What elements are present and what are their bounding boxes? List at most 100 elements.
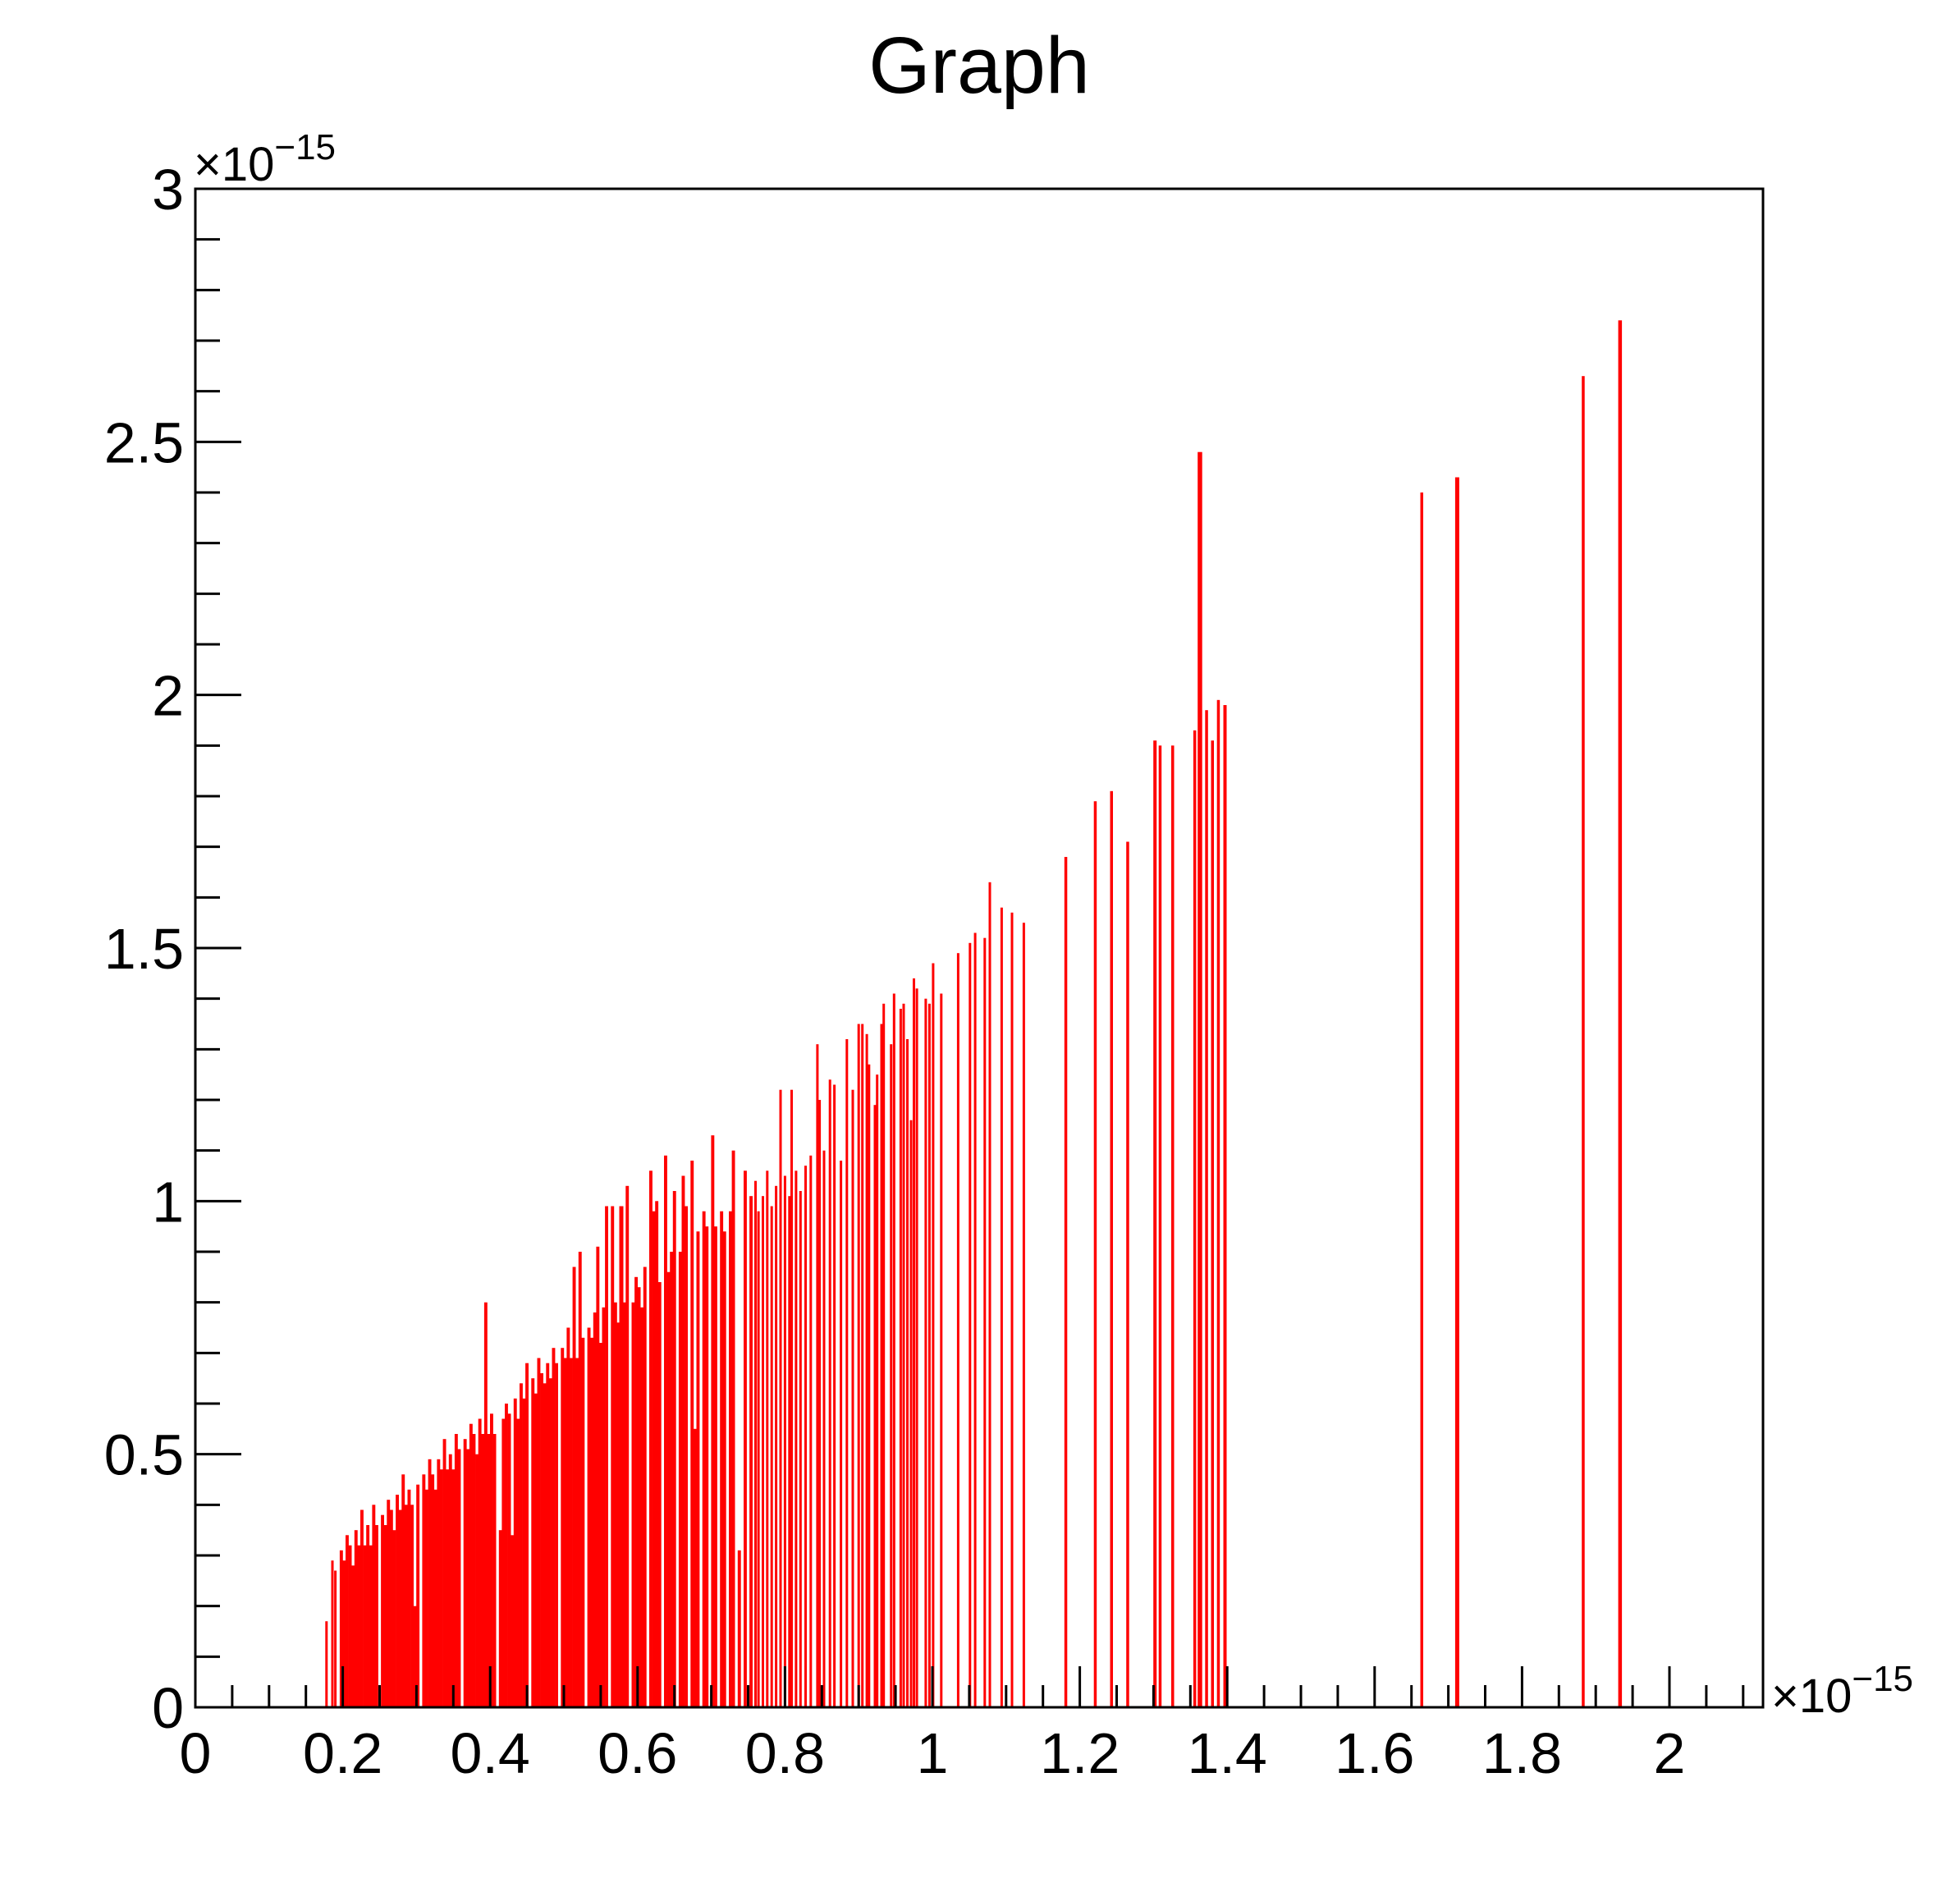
y-tick-label: 1.5 — [104, 917, 184, 981]
data-bar — [913, 978, 915, 1707]
data-bar — [561, 1348, 565, 1707]
data-bar — [372, 1505, 376, 1707]
data-bar — [770, 1206, 773, 1707]
data-bar — [566, 1327, 570, 1707]
data-bar — [398, 1509, 402, 1707]
data-bar — [381, 1514, 384, 1707]
data-bar — [809, 1155, 813, 1707]
data-bar — [762, 1196, 764, 1707]
data-bar — [520, 1383, 523, 1707]
x-tick-label: 1.4 — [1188, 1721, 1267, 1785]
data-bar — [1205, 710, 1208, 1708]
data-bar — [472, 1434, 476, 1707]
x-tick-label: 0.2 — [303, 1721, 382, 1785]
data-bar — [392, 1530, 396, 1707]
axis-labels: 0 0.2 0.4 0.6 0.8 1 1.2 1.4 1.6 1.8 2 0 0.5 1 1.5 2 2.5 3… — [104, 127, 1913, 1785]
data-bar — [507, 1413, 511, 1707]
data-bar — [413, 1606, 417, 1707]
data-bar — [1126, 841, 1129, 1707]
data-bar — [446, 1469, 450, 1707]
data-bar — [664, 1155, 667, 1707]
data-bar — [346, 1535, 349, 1707]
data-bar — [466, 1449, 470, 1707]
data-bar — [915, 988, 918, 1707]
data-bar — [540, 1373, 543, 1707]
data-bar — [795, 1170, 798, 1707]
data-bar — [788, 1196, 791, 1707]
data-bar — [457, 1449, 461, 1707]
data-bar — [596, 1246, 600, 1707]
data-bar — [880, 1024, 883, 1707]
data-bar — [1216, 699, 1220, 1707]
data-bar — [334, 1570, 337, 1707]
data-bar — [861, 1024, 864, 1707]
x-tick-label: 0.4 — [451, 1721, 530, 1785]
y-tick-label: 0.5 — [104, 1423, 184, 1487]
data-bar — [548, 1378, 552, 1707]
data-bar — [613, 1302, 617, 1707]
data-bar — [490, 1413, 493, 1707]
data-bar — [749, 1196, 753, 1707]
data-bar — [1582, 376, 1585, 1708]
data-bar — [498, 1530, 502, 1707]
data-bar — [563, 1358, 567, 1707]
data-bar — [407, 1489, 411, 1707]
data-bar — [440, 1469, 443, 1707]
data-bar — [640, 1307, 644, 1707]
data-bar — [422, 1474, 426, 1707]
data-bar — [383, 1525, 387, 1707]
data-bar — [940, 993, 943, 1707]
x-tick-label: 0.8 — [745, 1721, 825, 1785]
data-bar — [649, 1170, 653, 1707]
data-bar — [366, 1525, 370, 1707]
data-bar — [587, 1327, 591, 1707]
data-bar — [892, 993, 895, 1707]
data-bar — [906, 1039, 909, 1707]
x-tick-label: 0.6 — [598, 1721, 677, 1785]
data-bar — [729, 1211, 732, 1707]
data-bar — [1158, 745, 1162, 1707]
x-tick-label: 0 — [180, 1721, 212, 1785]
data-bar — [899, 1009, 902, 1707]
data-bar — [590, 1337, 594, 1707]
data-bar — [481, 1434, 485, 1707]
data-bar — [401, 1474, 405, 1707]
data-bar — [711, 1135, 715, 1707]
data-bar — [342, 1560, 346, 1707]
data-bar — [902, 1003, 905, 1707]
data-bar — [593, 1312, 597, 1707]
data-bar — [666, 1271, 671, 1707]
data-bar — [828, 1079, 831, 1707]
data-bar — [690, 1161, 694, 1707]
data-bar — [714, 1226, 717, 1707]
data-bar — [581, 1337, 585, 1707]
data-bar — [525, 1363, 529, 1707]
data-bar — [534, 1393, 538, 1707]
data-bar — [804, 1166, 807, 1707]
data-bar — [1093, 801, 1097, 1708]
data-bar — [331, 1560, 334, 1707]
data-bar — [657, 1282, 662, 1707]
x-tick-label: 1.8 — [1482, 1721, 1562, 1785]
data-bar — [348, 1545, 352, 1707]
data-bar — [363, 1545, 367, 1707]
data-bar — [360, 1509, 364, 1707]
data-bar — [552, 1348, 556, 1707]
data-bar — [670, 1252, 674, 1707]
data-bar — [702, 1211, 706, 1707]
data-bar — [845, 1039, 849, 1707]
data-bar — [555, 1363, 558, 1707]
data-bar — [720, 1211, 724, 1707]
data-bar — [737, 1550, 741, 1707]
data-bar — [543, 1383, 547, 1707]
data-bar — [511, 1535, 515, 1707]
data-bar — [1211, 740, 1214, 1708]
data-bar — [790, 1089, 793, 1707]
data-bar — [516, 1418, 520, 1707]
data-bar — [425, 1489, 428, 1707]
data-bar — [522, 1398, 526, 1707]
data-bar — [369, 1545, 373, 1707]
data-bar — [622, 1302, 626, 1707]
data-bar — [478, 1418, 482, 1707]
data-bar — [431, 1474, 435, 1707]
